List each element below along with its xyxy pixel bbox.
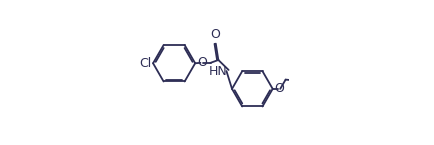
Text: O: O [196, 56, 206, 69]
Text: O: O [210, 28, 220, 41]
Text: Cl: Cl [139, 57, 151, 70]
Text: HN: HN [208, 65, 227, 78]
Text: O: O [273, 82, 283, 95]
